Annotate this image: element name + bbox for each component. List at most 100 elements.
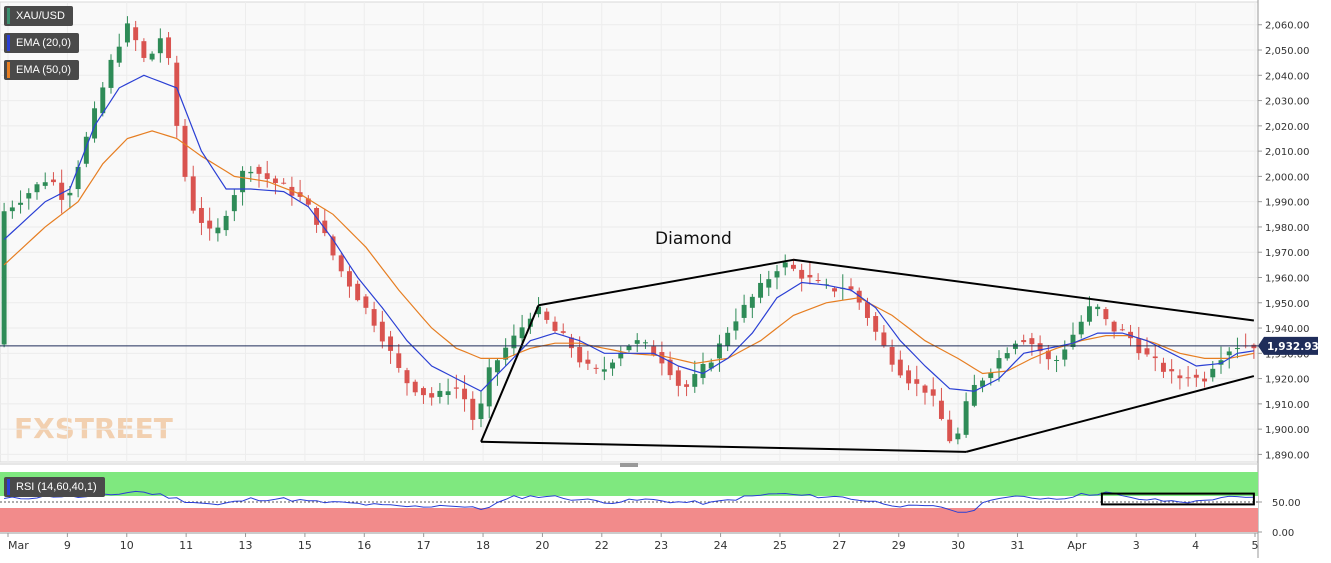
- candle-body: [1078, 321, 1084, 335]
- candle-body: [1004, 353, 1010, 359]
- rsi-label: RSI (14,60,40,1): [16, 481, 97, 493]
- time-tick-label: 31: [1010, 539, 1024, 552]
- candle-body: [1152, 356, 1158, 359]
- candle-body: [536, 306, 542, 315]
- price-tick-label: 2,040.00: [1265, 71, 1310, 82]
- candle-body: [708, 362, 714, 369]
- candle-body: [494, 360, 500, 373]
- candle-body: [980, 380, 986, 387]
- candle-body: [667, 359, 673, 376]
- candle-body: [716, 343, 722, 359]
- time-tick-label: 24: [714, 539, 728, 552]
- candle-body: [741, 304, 747, 318]
- time-tick-label: 10: [120, 539, 134, 552]
- price-tick-label: 1,960.00: [1265, 273, 1310, 284]
- legend-ema20[interactable]: EMA (20,0): [4, 33, 80, 53]
- candle-body: [1202, 378, 1208, 382]
- candle-body: [240, 170, 246, 193]
- candle-body: [1169, 369, 1175, 372]
- price-tick-label: 2,050.00: [1265, 46, 1310, 57]
- price-tick-label: 1,990.00: [1265, 198, 1310, 209]
- price-tick-label: 2,030.00: [1265, 97, 1310, 108]
- candle-body: [848, 286, 854, 290]
- candle-body: [256, 166, 262, 174]
- candle-body: [1037, 343, 1043, 352]
- price-tick-label: 1,920.00: [1265, 375, 1310, 386]
- time-tick-label: 23: [654, 539, 668, 552]
- price-tick-label: 2,060.00: [1265, 21, 1310, 32]
- diamond-trendline: [480, 304, 540, 443]
- candle-body: [157, 38, 163, 54]
- symbol-swatch: [7, 8, 10, 24]
- last-price-label: 1,932.93: [1267, 341, 1319, 353]
- candle-body: [560, 331, 566, 333]
- candle-body: [412, 381, 418, 393]
- candle-body: [198, 207, 204, 223]
- candle-body: [725, 332, 731, 346]
- candle-body: [437, 390, 443, 397]
- time-tick-label: 18: [476, 539, 490, 552]
- candle-body: [1226, 351, 1232, 356]
- candle-body: [223, 215, 229, 231]
- rsi-overbought-zone: [0, 472, 1258, 496]
- price-tick-label: 1,970.00: [1265, 248, 1310, 259]
- price-tick-label: 1,940.00: [1265, 324, 1310, 335]
- candle-body: [215, 227, 221, 234]
- candle-body: [363, 296, 369, 308]
- legend-rsi[interactable]: RSI (14,60,40,1): [4, 477, 105, 497]
- candle-body: [733, 321, 739, 331]
- panel-resize-handle[interactable]: [620, 463, 638, 467]
- candle-body: [832, 288, 838, 292]
- candle-body: [1029, 338, 1035, 345]
- candle-body: [971, 384, 977, 406]
- time-tick-label: 9: [64, 539, 71, 552]
- candle-body: [700, 363, 706, 378]
- candle-body: [906, 370, 912, 384]
- time-tick-label: 4: [1192, 539, 1199, 552]
- time-tick-label: Mar: [8, 539, 29, 552]
- time-tick-label: 25: [773, 539, 787, 552]
- candle-body: [133, 27, 139, 41]
- candle-body: [593, 367, 599, 369]
- candle-body: [34, 184, 40, 193]
- candle-body: [1, 211, 7, 345]
- candle-body: [758, 282, 764, 298]
- time-tick-label: 29: [892, 539, 906, 552]
- candle-body: [889, 347, 895, 365]
- candle-body: [149, 53, 155, 60]
- candle-body: [346, 271, 352, 287]
- candle-body: [1160, 362, 1166, 372]
- diamond-trendline: [538, 258, 794, 307]
- candle-body: [75, 166, 81, 190]
- candle-body: [174, 62, 180, 126]
- candle-body: [511, 335, 517, 349]
- candle-body: [272, 178, 278, 184]
- legend-ema50[interactable]: EMA (50,0): [4, 60, 80, 80]
- candle-body: [1021, 340, 1027, 343]
- time-tick-label: 22: [595, 539, 609, 552]
- symbol-label: XAU/USD: [16, 10, 65, 22]
- price-tick-label: 2,010.00: [1265, 147, 1310, 158]
- candle-body: [330, 236, 336, 256]
- candle-body: [124, 23, 130, 43]
- candle-body: [815, 280, 821, 282]
- candle-body: [1045, 350, 1051, 360]
- candle-body: [108, 59, 114, 88]
- rsi-swatch: [7, 479, 10, 495]
- candle-body: [675, 370, 681, 386]
- time-tick-label: 30: [951, 539, 965, 552]
- time-tick-label: 17: [417, 539, 431, 552]
- candle-body: [59, 182, 65, 200]
- candle-body: [264, 173, 270, 179]
- candle-body: [897, 359, 903, 376]
- price-tick-label: 1,890.00: [1265, 450, 1310, 461]
- legend-symbol[interactable]: XAU/USD: [4, 6, 73, 26]
- candle-body: [1111, 321, 1117, 332]
- candle-body: [396, 353, 402, 368]
- diamond-annotation: Diamond: [655, 229, 732, 249]
- candle-body: [314, 207, 320, 225]
- candle-body: [429, 393, 435, 398]
- candle-body: [1095, 306, 1101, 310]
